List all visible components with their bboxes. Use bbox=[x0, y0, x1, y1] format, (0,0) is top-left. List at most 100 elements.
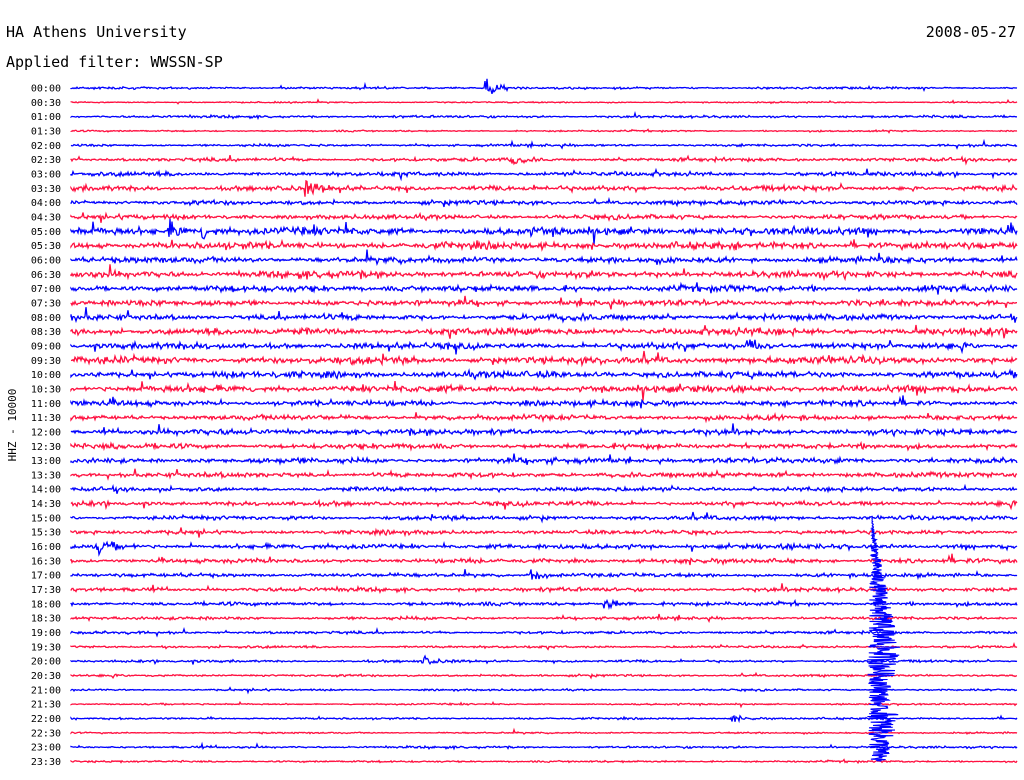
row-time-label: 12:00 bbox=[31, 427, 61, 438]
trace-line bbox=[70, 654, 1018, 666]
trace-line bbox=[70, 714, 1018, 724]
trace-line bbox=[70, 218, 1018, 245]
row-time-label: 09:30 bbox=[31, 356, 61, 367]
trace-line bbox=[70, 483, 1018, 494]
channel-axis-label: HHZ - 10000 bbox=[6, 389, 19, 462]
trace-line bbox=[70, 569, 1018, 581]
row-time-label: 01:00 bbox=[31, 112, 61, 123]
trace-line bbox=[70, 440, 1018, 452]
trace-line bbox=[70, 196, 1018, 208]
trace-line bbox=[70, 498, 1018, 511]
row-time-label: 04:00 bbox=[31, 198, 61, 209]
trace-line bbox=[70, 598, 1018, 610]
trace-line bbox=[70, 395, 1018, 410]
row-time-label: 14:00 bbox=[31, 485, 61, 496]
trace-line bbox=[70, 686, 1018, 695]
trace-line bbox=[70, 264, 1018, 282]
row-time-label: 20:00 bbox=[31, 657, 61, 668]
trace-line bbox=[70, 642, 1018, 651]
row-time-label: 23:30 bbox=[31, 757, 61, 768]
row-time-label: 16:00 bbox=[31, 542, 61, 553]
row-time-label: 19:00 bbox=[31, 628, 61, 639]
row-time-label: 20:30 bbox=[31, 671, 61, 682]
row-time-label: 08:00 bbox=[31, 313, 61, 324]
trace-line bbox=[70, 423, 1018, 438]
trace-line bbox=[70, 468, 1018, 481]
trace-line bbox=[70, 583, 1018, 595]
row-time-label: 14:30 bbox=[31, 499, 61, 510]
row-time-label: 17:00 bbox=[31, 571, 61, 582]
row-time-label: 17:30 bbox=[31, 585, 61, 596]
row-time-label: 13:30 bbox=[31, 470, 61, 481]
row-time-label: 11:30 bbox=[31, 413, 61, 424]
trace-rows: 00:00 00:30 01:00 01:30 02:00 02:30 03:00 03:30… bbox=[31, 78, 1018, 768]
row-time-label: 01:30 bbox=[31, 127, 61, 138]
trace-line bbox=[70, 727, 1018, 736]
row-time-label: 05:30 bbox=[31, 241, 61, 252]
trace-line bbox=[70, 281, 1018, 295]
trace-line bbox=[70, 626, 1018, 638]
row-time-label: 04:30 bbox=[31, 213, 61, 224]
row-time-label: 10:00 bbox=[31, 370, 61, 381]
trace-line bbox=[70, 511, 1018, 524]
row-time-label: 07:00 bbox=[31, 284, 61, 295]
trace-line bbox=[70, 110, 1018, 121]
trace-line bbox=[70, 179, 1018, 197]
row-time-label: 19:30 bbox=[31, 642, 61, 653]
filter-label: Applied filter: WWSSN-SP bbox=[6, 53, 223, 71]
trace-line bbox=[70, 553, 1018, 566]
trace-line bbox=[70, 339, 1018, 355]
trace-line bbox=[70, 758, 1018, 765]
trace-line bbox=[70, 350, 1018, 368]
row-time-label: 21:00 bbox=[31, 685, 61, 696]
row-time-label: 22:30 bbox=[31, 728, 61, 739]
trace-line bbox=[70, 138, 1018, 150]
row-time-label: 23:00 bbox=[31, 743, 61, 754]
trace-line bbox=[70, 98, 1018, 105]
date-label: 2008-05-27 bbox=[926, 23, 1016, 41]
trace-line bbox=[70, 211, 1018, 223]
trace-line bbox=[70, 381, 1018, 401]
trace-line bbox=[70, 128, 1018, 134]
row-time-label: 03:30 bbox=[31, 184, 61, 195]
trace-line bbox=[70, 238, 1018, 252]
trace-line bbox=[70, 671, 1017, 680]
trace-line bbox=[70, 412, 1018, 424]
trace-line bbox=[70, 368, 1018, 381]
trace-line bbox=[70, 249, 1018, 266]
row-time-label: 12:30 bbox=[31, 442, 61, 453]
trace-line bbox=[70, 527, 1018, 538]
station-title: HA Athens University bbox=[6, 23, 187, 41]
row-time-label: 02:30 bbox=[31, 155, 61, 166]
row-time-label: 06:30 bbox=[31, 270, 61, 281]
trace-line bbox=[70, 453, 1018, 467]
row-time-label: 02:00 bbox=[31, 141, 61, 152]
trace-line bbox=[70, 741, 1018, 751]
row-time-label: 10:30 bbox=[31, 384, 61, 395]
row-time-label: 03:00 bbox=[31, 170, 61, 181]
row-time-label: 13:00 bbox=[31, 456, 61, 467]
trace-line bbox=[70, 307, 1018, 324]
trace-line bbox=[70, 167, 1018, 182]
row-time-label: 18:30 bbox=[31, 614, 61, 625]
row-time-label: 07:30 bbox=[31, 298, 61, 309]
row-time-label: 15:00 bbox=[31, 513, 61, 524]
row-time-label: 00:00 bbox=[31, 84, 61, 95]
row-time-label: 06:00 bbox=[31, 256, 61, 267]
row-time-label: 05:00 bbox=[31, 227, 61, 238]
row-time-label: 21:30 bbox=[31, 700, 61, 711]
row-time-label: 15:30 bbox=[31, 528, 61, 539]
row-time-label: 18:00 bbox=[31, 599, 61, 610]
trace-line bbox=[70, 613, 1018, 624]
trace-line bbox=[70, 700, 1018, 709]
row-time-label: 22:00 bbox=[31, 714, 61, 725]
trace-line bbox=[70, 295, 1017, 310]
row-time-label: 11:00 bbox=[31, 399, 61, 410]
row-time-label: 09:00 bbox=[31, 341, 61, 352]
row-time-label: 00:30 bbox=[31, 98, 61, 109]
trace-line bbox=[70, 540, 1018, 557]
row-time-label: 16:30 bbox=[31, 556, 61, 567]
row-time-label: 08:30 bbox=[31, 327, 61, 338]
major-event-trace bbox=[866, 517, 900, 762]
